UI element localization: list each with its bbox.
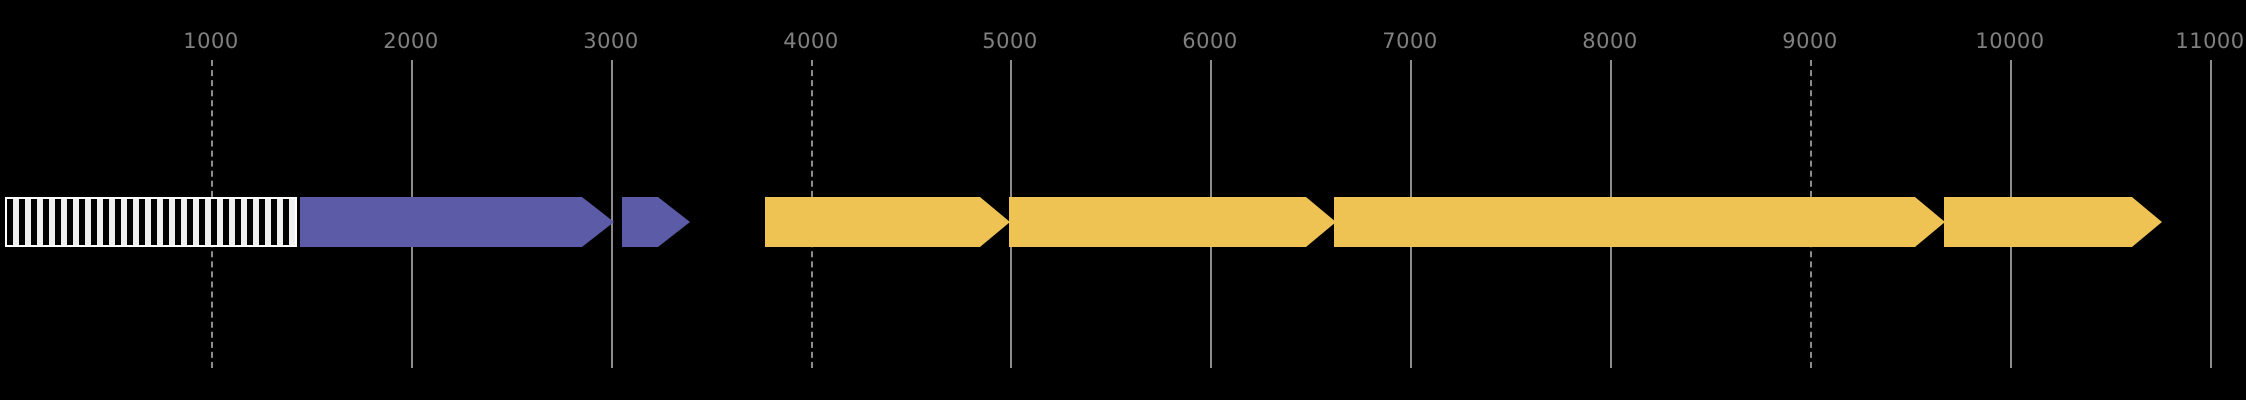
axis-tick-label-8000: 8000 [1582,29,1638,53]
axis-tick-label-10000: 10000 [1975,29,2045,53]
feature-cds-yellow-2[interactable] [1009,197,1336,247]
axis-tick-label-6000: 6000 [1182,29,1238,53]
feature-shape-cds-yellow-4 [1944,197,2162,247]
axis-tick-label-11000: 11000 [2175,29,2245,53]
feature-shape-repeat-region [7,199,295,245]
gridline-11000 [2210,60,2212,368]
axis-tick-label-9000: 9000 [1782,29,1838,53]
axis-tick-label-3000: 3000 [583,29,639,53]
axis-tick-label-7000: 7000 [1382,29,1438,53]
feature-cds-purple-2[interactable] [622,197,690,247]
feature-shape-cds-yellow-3 [1334,197,1945,247]
axis-tick-label-1000: 1000 [183,29,239,53]
axis-tick-label-2000: 2000 [383,29,439,53]
feature-shape-cds-yellow-2 [1009,197,1336,247]
feature-cds-yellow-1[interactable] [765,197,1010,247]
feature-cds-purple-1[interactable] [300,197,614,247]
feature-shape-cds-purple-2 [622,197,690,247]
feature-shape-cds-purple-1 [300,197,614,247]
feature-shape-cds-yellow-1 [765,197,1010,247]
feature-cds-yellow-4[interactable] [1944,197,2162,247]
feature-cds-yellow-3[interactable] [1334,197,1945,247]
axis-tick-label-4000: 4000 [783,29,839,53]
feature-repeat-region[interactable] [5,197,297,247]
axis-tick-label-5000: 5000 [982,29,1038,53]
